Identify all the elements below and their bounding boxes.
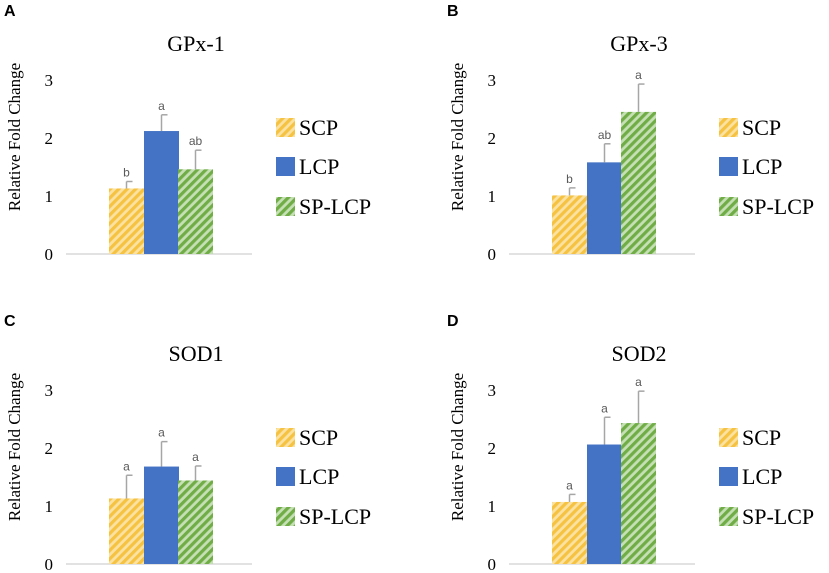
panel-letter: A: [4, 3, 16, 20]
significance-label-sp-lcp: a: [192, 450, 199, 464]
legend: SCP LCP SP-LCP: [276, 425, 371, 529]
legend-swatch-lcp: [276, 467, 295, 486]
panel-letter: B: [447, 3, 459, 20]
legend-label-lcp: LCP: [299, 154, 339, 179]
bar-scp: [109, 188, 144, 254]
significance-label-lcp: a: [158, 426, 165, 440]
bar-sp-lcp: [621, 111, 656, 255]
legend-swatch-scp: [276, 428, 295, 447]
legend-swatch-lcp: [276, 157, 295, 176]
chart-panel-b: B GPx-3 Relative Fold Change 0 1 2 3 b ab…: [447, 3, 814, 264]
y-axis-label: Relative Fold Change: [5, 63, 24, 211]
chart-title: GPx-1: [167, 31, 224, 56]
bar-scp: [552, 501, 587, 564]
legend-swatch-sp-lcp: [276, 507, 295, 526]
legend-label-sp-lcp: SP-LCP: [742, 504, 814, 529]
significance-label-scp: a: [566, 478, 573, 492]
y-tick-label: 3: [488, 71, 497, 90]
legend-label-sp-lcp: SP-LCP: [299, 504, 371, 529]
chart-title: SOD1: [168, 341, 223, 366]
bar-sp-lcp: [621, 423, 656, 564]
chart-title: SOD2: [611, 341, 666, 366]
legend: SCP LCP SP-LCP: [276, 115, 371, 219]
y-tick-label: 2: [45, 439, 54, 458]
y-tick-label: 1: [488, 497, 497, 516]
y-axis-label: Relative Fold Change: [5, 373, 24, 521]
significance-label-lcp: a: [601, 401, 608, 415]
y-axis-label: Relative Fold Change: [448, 373, 467, 521]
legend-label-sp-lcp: SP-LCP: [742, 194, 814, 219]
bar-sp-lcp: [178, 169, 213, 254]
chart-panel-a: A GPx-1 Relative Fold Change 0 1 2 3 b a a…: [4, 3, 371, 264]
significance-label-sp-lcp: ab: [189, 134, 203, 148]
bar-group: a a a: [109, 426, 213, 564]
y-tick-label: 0: [488, 245, 497, 264]
legend-label-scp: SCP: [299, 425, 338, 450]
y-tick-labels: 0 1 2 3: [488, 381, 497, 573]
y-tick-labels: 0 1 2 3: [45, 71, 54, 264]
y-tick-label: 3: [45, 71, 54, 90]
legend-label-scp: SCP: [299, 115, 338, 140]
y-tick-label: 3: [488, 381, 497, 400]
bar-sp-lcp: [178, 480, 213, 564]
legend-label-lcp: LCP: [742, 464, 782, 489]
bar-scp: [552, 195, 587, 254]
legend-label-scp: SCP: [742, 425, 781, 450]
legend-swatch-scp: [276, 118, 295, 137]
legend-label-lcp: LCP: [299, 464, 339, 489]
bar-group: b a ab: [109, 99, 213, 254]
y-tick-label: 0: [45, 245, 54, 264]
y-tick-label: 0: [488, 555, 497, 573]
y-tick-label: 1: [488, 187, 497, 206]
chart-panel-c: C SOD1 Relative Fold Change 0 1 2 3 a aa …: [4, 313, 371, 573]
legend-swatch-scp: [719, 428, 738, 447]
legend-label-scp: SCP: [742, 115, 781, 140]
y-tick-label: 1: [45, 187, 54, 206]
y-tick-label: 3: [45, 381, 54, 400]
chart-panel-d: D SOD2 Relative Fold Change 0 1 2 3 a aa …: [447, 313, 814, 573]
significance-label-lcp: ab: [598, 128, 612, 142]
legend-swatch-scp: [719, 118, 738, 137]
significance-label-lcp: a: [158, 99, 165, 113]
panel-letter: D: [447, 313, 459, 330]
bar-group: a a a: [552, 375, 656, 564]
legend-swatch-lcp: [719, 157, 738, 176]
significance-label-sp-lcp: a: [635, 68, 642, 82]
significance-label-scp: b: [566, 172, 573, 186]
y-tick-labels: 0 1 2 3: [45, 381, 54, 573]
legend-swatch-sp-lcp: [276, 197, 295, 216]
panel-letter: C: [4, 313, 16, 330]
bar-group: b ab a: [552, 68, 656, 255]
y-tick-label: 1: [45, 497, 54, 516]
bar-scp: [109, 498, 144, 564]
y-tick-label: 2: [488, 439, 497, 458]
chart-title: GPx-3: [610, 31, 667, 56]
legend-swatch-sp-lcp: [719, 197, 738, 216]
bar-lcp: [587, 444, 622, 564]
y-tick-labels: 0 1 2 3: [488, 71, 497, 264]
significance-label-sp-lcp: a: [635, 375, 642, 389]
y-axis-label: Relative Fold Change: [448, 63, 467, 211]
y-tick-label: 2: [45, 129, 54, 148]
bar-lcp: [144, 131, 179, 254]
legend: SCP LCP SP-LCP: [719, 425, 814, 529]
significance-label-scp: b: [123, 166, 130, 180]
legend-label-lcp: LCP: [742, 154, 782, 179]
legend-swatch-sp-lcp: [719, 507, 738, 526]
bar-lcp: [587, 162, 622, 254]
significance-label-scp: a: [123, 459, 130, 473]
y-tick-label: 2: [488, 129, 497, 148]
legend: SCP LCP SP-LCP: [719, 115, 814, 219]
legend-swatch-lcp: [719, 467, 738, 486]
y-tick-label: 0: [45, 555, 54, 573]
legend-label-sp-lcp: SP-LCP: [299, 194, 371, 219]
bar-lcp: [144, 466, 179, 564]
